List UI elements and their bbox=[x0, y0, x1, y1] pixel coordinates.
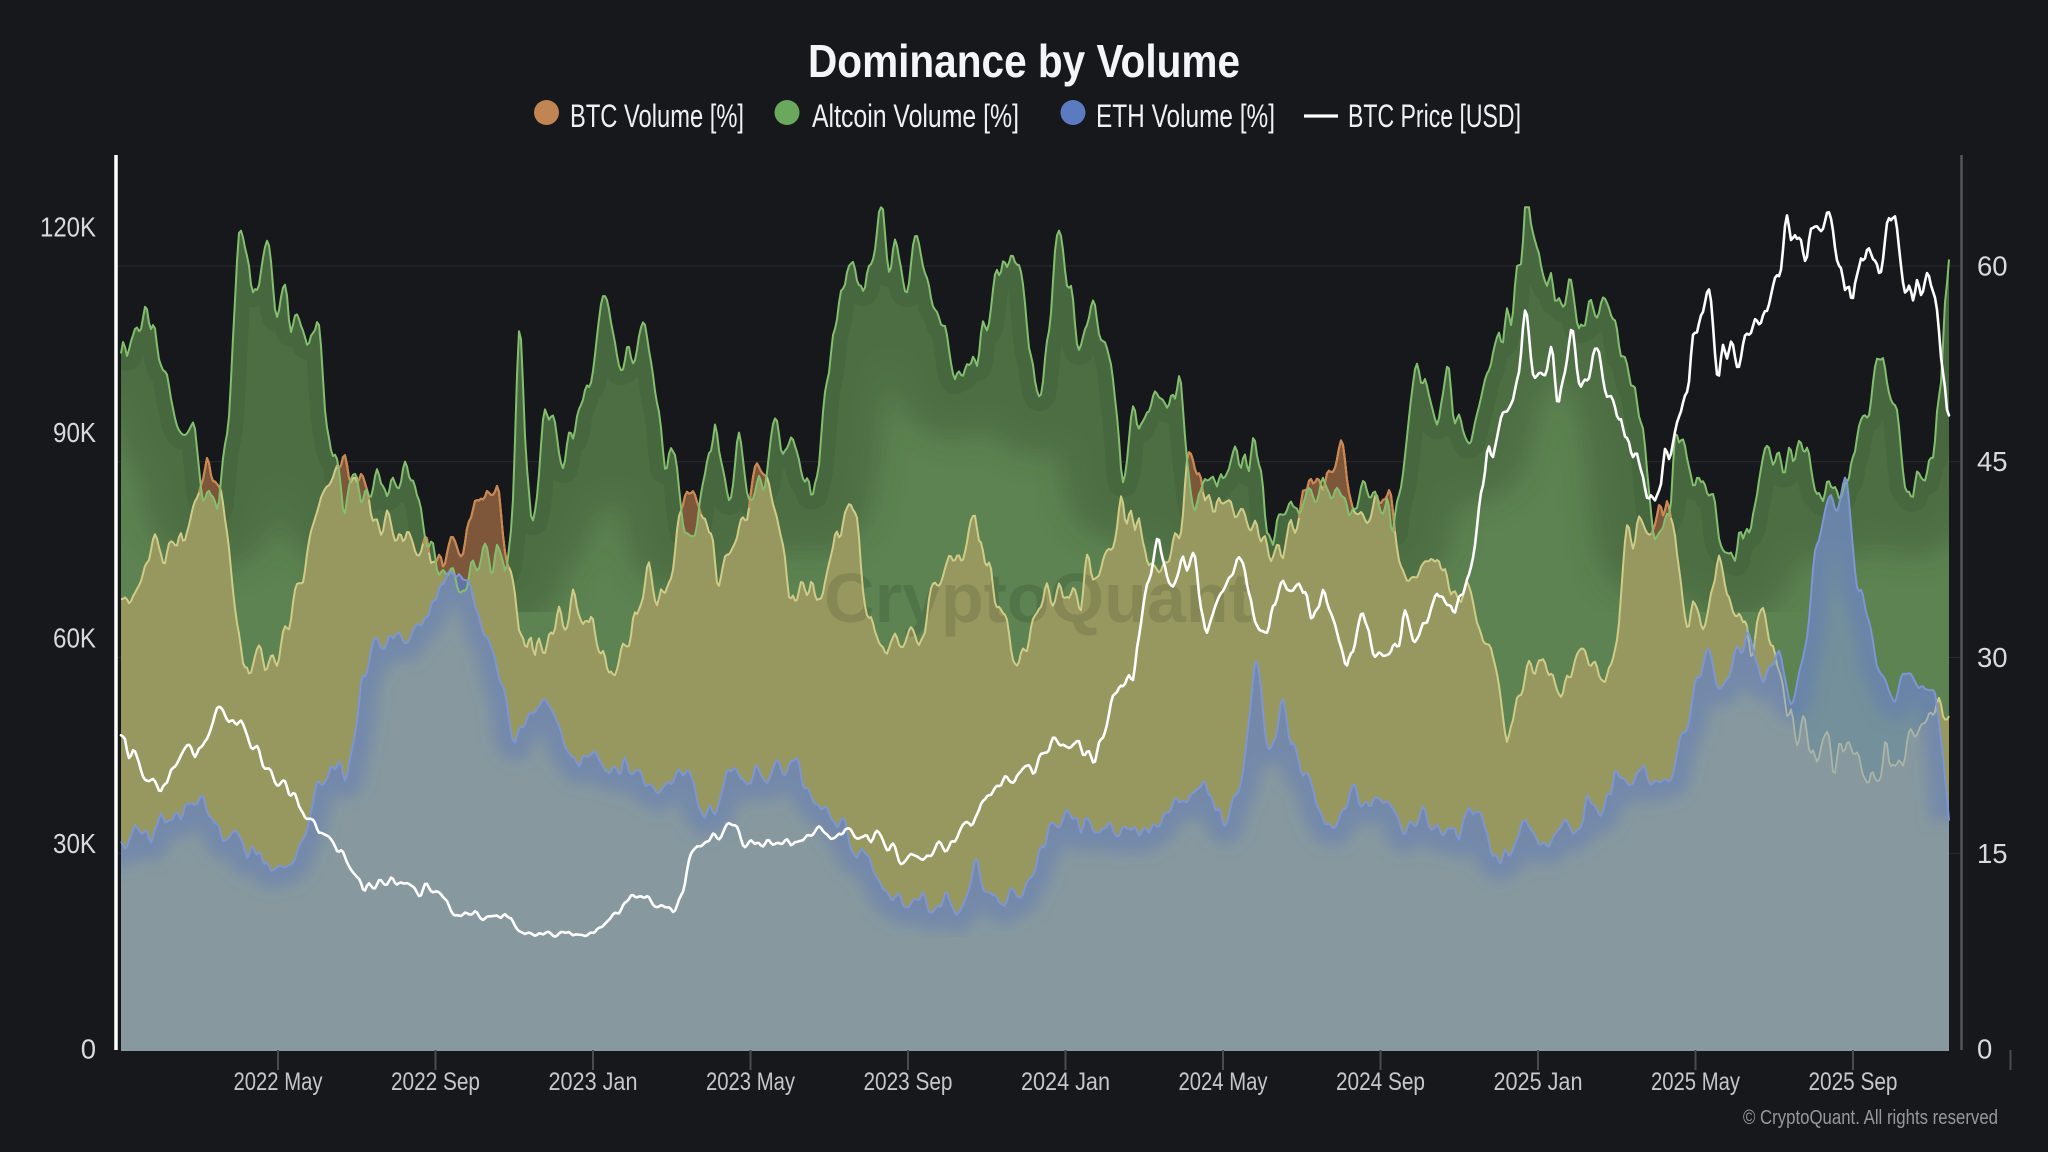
svg-text:Dominance by Volume: Dominance by Volume bbox=[808, 35, 1240, 87]
svg-text:CryptoQuant: CryptoQuant bbox=[824, 559, 1252, 637]
svg-text:60K: 60K bbox=[53, 623, 97, 654]
svg-text:2025 Sep: 2025 Sep bbox=[1809, 1068, 1898, 1096]
svg-text:120K: 120K bbox=[40, 212, 97, 243]
svg-text:90K: 90K bbox=[53, 417, 97, 448]
svg-text:60: 60 bbox=[1977, 251, 2008, 282]
svg-text:2025 May: 2025 May bbox=[1651, 1068, 1740, 1096]
svg-text:30K: 30K bbox=[53, 828, 97, 859]
svg-text:© CryptoQuant. All rights rese: © CryptoQuant. All rights reserved bbox=[1743, 1106, 1998, 1129]
svg-text:45: 45 bbox=[1977, 446, 2008, 477]
svg-text:BTC Price [USD]: BTC Price [USD] bbox=[1348, 98, 1521, 134]
svg-text:2022 May: 2022 May bbox=[234, 1068, 323, 1096]
svg-text:2023 Jan: 2023 Jan bbox=[549, 1068, 638, 1096]
svg-text:BTC Volume [%]: BTC Volume [%] bbox=[570, 98, 744, 134]
svg-text:2024 May: 2024 May bbox=[1179, 1068, 1268, 1096]
svg-text:2025 Jan: 2025 Jan bbox=[1494, 1068, 1583, 1096]
svg-text:15: 15 bbox=[1977, 838, 2008, 869]
svg-text:2023 Sep: 2023 Sep bbox=[864, 1068, 953, 1096]
svg-text:2024 Jan: 2024 Jan bbox=[1021, 1068, 1110, 1096]
svg-text:30: 30 bbox=[1977, 642, 2008, 673]
svg-text:0: 0 bbox=[1977, 1034, 1992, 1065]
svg-text:ETH Volume [%]: ETH Volume [%] bbox=[1096, 98, 1275, 134]
svg-text:Altcoin Volume [%]: Altcoin Volume [%] bbox=[812, 98, 1019, 134]
svg-text:2023 May: 2023 May bbox=[706, 1068, 795, 1096]
svg-text:0: 0 bbox=[81, 1034, 96, 1065]
svg-text:2022 Sep: 2022 Sep bbox=[391, 1068, 480, 1096]
svg-text:2024 Sep: 2024 Sep bbox=[1336, 1068, 1425, 1096]
